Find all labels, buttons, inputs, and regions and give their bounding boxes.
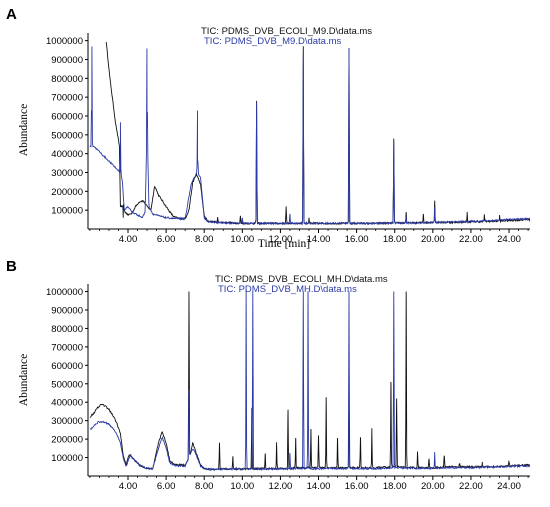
x-tick-label: 18.00	[383, 234, 407, 245]
x-tick-label: 12.00	[269, 481, 293, 492]
y-axis-label-b: Abundance	[18, 354, 30, 406]
x-tick-label: 6.00	[157, 234, 176, 245]
panel-letter-b: B	[6, 258, 17, 275]
x-tick-label: 24.00	[497, 481, 521, 492]
x-tick-label: 6.00	[157, 481, 176, 492]
series-trace-sample	[89, 291, 530, 472]
y-tick-label: 800000	[51, 74, 83, 85]
x-axis-label-a: Time [min]	[258, 238, 310, 250]
chart-panel-b: B Abundance 100000 200000 300000 400000 5000…	[6, 258, 530, 492]
x-tick-label: 16.00	[345, 234, 369, 245]
y-tick-label: 400000	[51, 149, 83, 160]
x-tick-label: 4.00	[119, 234, 138, 245]
legend-entry-ecoli-mh: TIC: PDMS_DVB_ECOLI_MH.D\data.ms	[215, 274, 388, 285]
x-tick-label: 20.00	[421, 234, 445, 245]
y-tick-label: 200000	[51, 435, 83, 446]
x-tick-label: 22.00	[459, 481, 483, 492]
y-tick-label: 400000	[51, 398, 83, 409]
legend-entry-m9: TIC: PDMS_DVB_M9.D\data.ms	[204, 36, 342, 47]
x-tick-label: 20.00	[421, 481, 445, 492]
y-tick-label: 200000	[51, 187, 83, 198]
y-tick-label: 300000	[51, 168, 83, 179]
legend-entry-mh: TIC: PDMS_DVB_MH.D\data.ms	[218, 284, 357, 295]
y-tick-label: 700000	[51, 93, 83, 104]
x-tick-label: 8.00	[195, 481, 214, 492]
panel-letter-a: A	[6, 6, 17, 23]
y-tick-label: 100000	[51, 453, 83, 464]
y-tick-label: 100000	[51, 206, 83, 217]
y-tick-label: 900000	[51, 55, 83, 66]
x-tick-label: 16.00	[345, 481, 369, 492]
x-tick-label: 12.00	[269, 234, 293, 245]
chart-panel-a: A Abundance Time [min] 100000 200000 30000…	[6, 6, 530, 250]
x-tick-label: 22.00	[459, 234, 483, 245]
x-tick-label: 24.00	[497, 234, 521, 245]
x-tick-label: 14.00	[307, 481, 331, 492]
y-tick-label: 500000	[51, 130, 83, 141]
x-tick-label: 8.00	[195, 234, 214, 245]
y-tick-label: 300000	[51, 416, 83, 427]
y-tick-label: 800000	[51, 324, 83, 335]
x-tick-label: 4.00	[119, 481, 138, 492]
y-tick-label: 500000	[51, 379, 83, 390]
x-tick-label: 14.00	[307, 234, 331, 245]
y-tick-label: 700000	[51, 342, 83, 353]
series-trace-control	[89, 46, 530, 226]
legend-entry-ecoli-m9: TIC: PDMS_DVB_ECOLI_M9.D\data.ms	[201, 26, 372, 37]
y-tick-label: 600000	[51, 361, 83, 372]
x-tick-label: 10.00	[230, 481, 254, 492]
y-tick-label: 1000000	[46, 287, 83, 298]
series-trace-sample	[105, 41, 530, 226]
x-tick-label: 10.00	[230, 234, 254, 245]
y-axis-label-a: Abundance	[18, 104, 30, 156]
y-tick-label: 900000	[51, 305, 83, 316]
series-trace-control	[89, 289, 530, 472]
y-tick-label: 600000	[51, 111, 83, 122]
y-tick-label: 1000000	[46, 36, 83, 47]
x-tick-label: 18.00	[383, 481, 407, 492]
